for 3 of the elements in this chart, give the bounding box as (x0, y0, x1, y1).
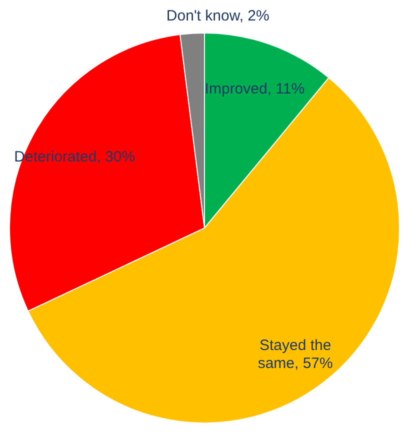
slice-label: Don't know, 2% (166, 7, 270, 24)
slice-label: Improved, 11% (204, 80, 305, 98)
slice-label: Stayed the same, 57% (258, 337, 333, 372)
